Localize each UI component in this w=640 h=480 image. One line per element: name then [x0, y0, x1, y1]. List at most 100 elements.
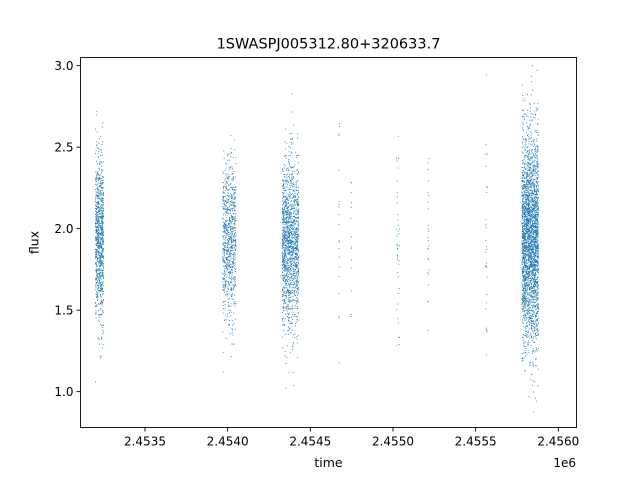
data-point — [283, 222, 284, 224]
data-point — [224, 275, 225, 277]
data-point — [290, 200, 292, 202]
data-point — [101, 171, 102, 173]
data-point — [223, 278, 225, 280]
data-point — [285, 275, 287, 277]
data-point — [289, 191, 291, 193]
data-point — [291, 242, 293, 244]
data-point — [537, 334, 539, 336]
data-point — [534, 210, 536, 212]
data-point — [227, 244, 229, 246]
data-point — [350, 236, 352, 238]
data-point — [523, 279, 525, 280]
data-point — [102, 203, 104, 205]
data-point — [228, 305, 230, 307]
data-point — [536, 347, 538, 349]
data-point — [230, 255, 232, 257]
data-point — [234, 202, 236, 204]
data-point — [289, 308, 291, 310]
data-point — [535, 157, 537, 159]
data-point — [524, 271, 526, 272]
data-point — [230, 223, 232, 225]
data-point — [532, 268, 534, 270]
data-point — [229, 309, 231, 311]
data-point — [227, 229, 229, 231]
data-point — [227, 240, 229, 242]
data-point — [228, 169, 230, 171]
data-point — [282, 218, 284, 220]
data-point — [233, 259, 235, 261]
data-point — [101, 240, 103, 242]
data-point — [234, 220, 236, 222]
data-point — [527, 237, 529, 239]
data-point — [295, 250, 296, 252]
data-point — [523, 300, 525, 302]
data-point — [530, 193, 532, 195]
data-point — [285, 230, 287, 232]
data-point — [524, 275, 526, 277]
data-point — [525, 209, 527, 211]
data-point — [222, 235, 224, 237]
data-point — [522, 160, 523, 161]
data-point — [289, 284, 291, 286]
data-point — [532, 180, 534, 182]
data-point — [97, 197, 99, 199]
data-point — [528, 289, 530, 291]
data-point — [521, 236, 523, 238]
data-point — [281, 180, 283, 182]
data-point — [525, 239, 527, 241]
data-point — [286, 213, 287, 215]
data-point — [99, 271, 101, 273]
data-point — [530, 238, 532, 240]
data-point — [533, 172, 535, 174]
data-point — [224, 205, 226, 207]
data-point — [535, 272, 536, 274]
data-point — [350, 202, 352, 204]
data-point — [102, 288, 104, 289]
data-point — [289, 245, 291, 247]
data-point — [96, 239, 97, 240]
data-point — [229, 203, 231, 205]
data-point — [534, 212, 535, 214]
data-point — [227, 259, 229, 261]
data-point — [98, 221, 99, 223]
data-point — [536, 151, 538, 153]
data-point — [528, 154, 530, 156]
data-point — [287, 304, 289, 306]
data-point — [99, 338, 100, 340]
data-point — [230, 187, 232, 189]
data-point — [532, 226, 534, 228]
data-point — [529, 104, 531, 106]
data-point — [524, 206, 526, 208]
data-point — [530, 305, 532, 307]
data-point — [229, 264, 231, 265]
data-point — [232, 240, 234, 242]
data-point — [294, 290, 295, 292]
data-point — [226, 253, 228, 255]
data-point — [295, 264, 296, 266]
data-point — [229, 320, 230, 321]
data-point — [289, 281, 291, 283]
data-point — [231, 221, 233, 222]
data-point — [290, 283, 292, 285]
data-point — [529, 159, 531, 161]
data-point — [297, 228, 299, 230]
data-point — [283, 184, 285, 186]
data-point — [100, 192, 102, 194]
data-point — [427, 192, 429, 194]
data-point — [96, 235, 98, 237]
data-point — [285, 249, 286, 250]
data-point — [295, 230, 297, 232]
data-point — [527, 214, 529, 216]
data-point — [292, 280, 294, 282]
data-point — [534, 200, 536, 202]
data-point — [485, 224, 487, 226]
data-point — [98, 290, 100, 292]
data-point — [285, 244, 287, 246]
data-point — [285, 198, 287, 200]
data-point — [527, 221, 529, 223]
data-point — [528, 199, 530, 201]
data-point — [97, 319, 99, 321]
data-point — [297, 171, 299, 173]
data-point — [102, 326, 104, 328]
data-point — [224, 272, 226, 274]
